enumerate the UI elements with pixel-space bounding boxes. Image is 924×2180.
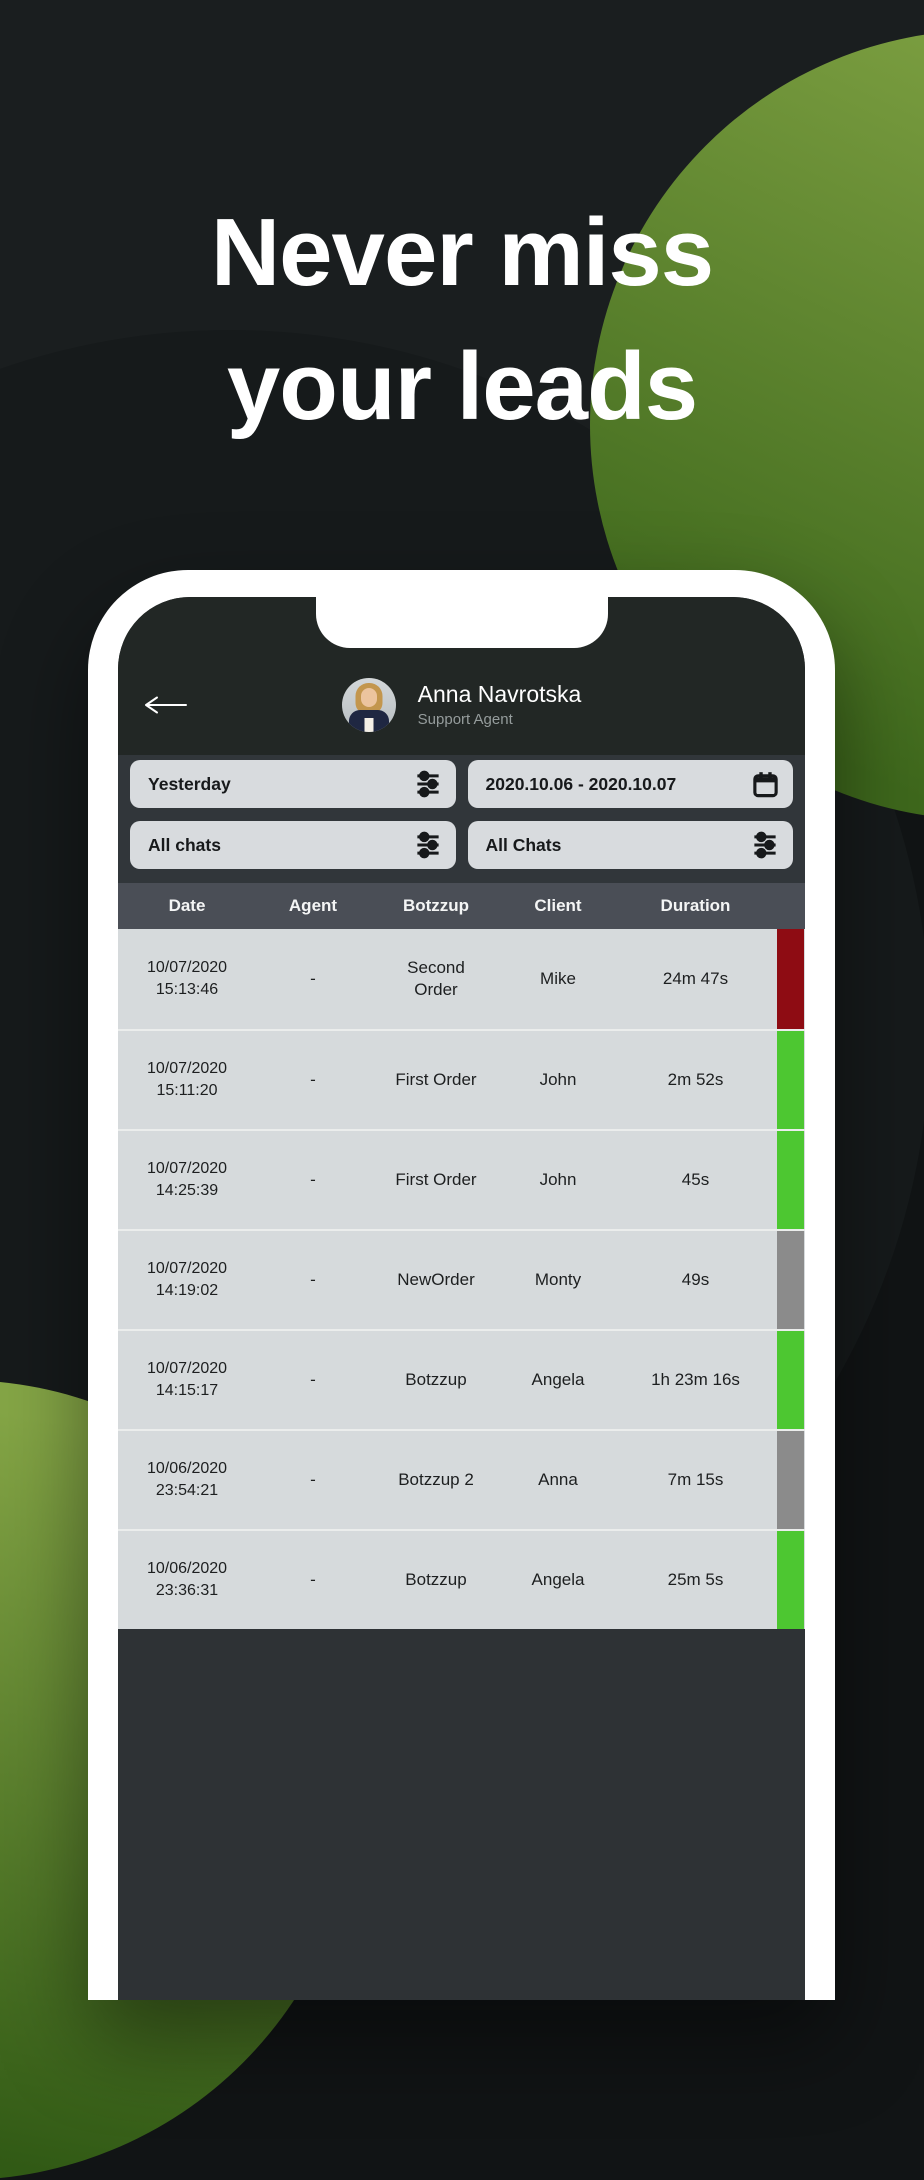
cell-date: 10/07/2020 14:19:02	[146, 1260, 228, 1299]
filter-period[interactable]: Yesterday	[130, 760, 456, 808]
table-body: 10/07/2020 15:13:46 - Second Order Mike 2…	[118, 929, 805, 1629]
screen-empty-area	[118, 1629, 805, 2000]
status-strip	[777, 1131, 804, 1229]
filter-chats[interactable]: All chats	[130, 821, 456, 869]
cell-agent: -	[310, 1370, 316, 1389]
cell-agent: -	[310, 1270, 316, 1289]
cell-client: John	[539, 1170, 577, 1189]
cell-botzzup: Botzzup	[405, 1370, 467, 1389]
filter-date-range[interactable]: 2020.10.06 - 2020.10.07	[467, 760, 793, 808]
calendar-icon	[753, 771, 778, 797]
agent-profile: Anna Navrotska Support Agent	[341, 678, 582, 732]
cell-client: Monty	[534, 1270, 582, 1289]
avatar	[341, 678, 396, 732]
cell-date: 10/06/2020 23:54:21	[146, 1460, 228, 1499]
column-header-agent: Agent	[288, 896, 338, 915]
table-row[interactable]: 10/07/2020 15:11:20 - First Order John 2m…	[118, 1029, 805, 1129]
filter-all-chats[interactable]: All Chats	[467, 821, 793, 869]
avatar-shirt	[364, 718, 374, 732]
cell-date: 10/06/2020 23:36:31	[146, 1560, 228, 1599]
cell-date: 10/07/2020 15:13:46	[146, 959, 228, 998]
notch	[315, 570, 608, 648]
cell-botzzup: First Order	[395, 1070, 477, 1089]
cell-duration: 25m 5s	[667, 1570, 724, 1589]
cell-agent: -	[310, 969, 316, 988]
table-row[interactable]: 10/07/2020 14:19:02 - NewOrder Monty 49s	[118, 1229, 805, 1329]
hero-title: Never miss your leads	[0, 186, 924, 454]
cell-duration: 7m 15s	[667, 1470, 724, 1489]
sliders-icon	[416, 831, 439, 859]
status-strip	[777, 929, 804, 1029]
arrow-left-icon	[145, 696, 187, 714]
agent-role: Support Agent	[417, 710, 513, 728]
status-strip	[777, 1531, 804, 1629]
table-row[interactable]: 10/07/2020 14:15:17 - Botzzup Angela 1h 2…	[118, 1329, 805, 1429]
cell-agent: -	[310, 1170, 316, 1189]
hero-title-line2: your leads	[226, 333, 698, 440]
status-strip	[777, 1431, 804, 1529]
table-row[interactable]: 10/07/2020 15:13:46 - Second Order Mike 2…	[118, 929, 805, 1029]
cell-duration: 2m 52s	[667, 1070, 724, 1089]
cell-duration: 45s	[681, 1170, 710, 1189]
cell-client: John	[539, 1070, 577, 1089]
table-row[interactable]: 10/06/2020 23:54:21 - Botzzup 2 Anna 7m 1…	[118, 1429, 805, 1529]
table-row[interactable]: 10/07/2020 14:25:39 - First Order John 45…	[118, 1129, 805, 1229]
cell-client: Angela	[531, 1370, 585, 1389]
phone-frame: Anna Navrotska Support Agent Yesterday	[88, 570, 835, 2000]
cell-agent: -	[310, 1570, 316, 1589]
column-header-client: Client	[534, 896, 582, 915]
status-strip	[777, 1031, 804, 1129]
column-header-botzzup: Botzzup	[402, 896, 470, 915]
cell-date: 10/07/2020 15:11:20	[146, 1060, 228, 1099]
hero-title-line1: Never miss	[210, 199, 714, 306]
cell-duration: 24m 47s	[662, 969, 729, 988]
cell-agent: -	[310, 1070, 316, 1089]
table-row[interactable]: 10/06/2020 23:36:31 - Botzzup Angela 25m …	[118, 1529, 805, 1629]
cell-agent: -	[310, 1470, 316, 1489]
filter-period-label: Yesterday	[148, 773, 231, 794]
agent-name: Anna Navrotska	[417, 680, 582, 707]
cell-duration: 49s	[681, 1270, 710, 1289]
phone-screen: Anna Navrotska Support Agent Yesterday	[118, 597, 805, 2000]
cell-botzzup: Botzzup	[405, 1570, 467, 1589]
cell-botzzup: First Order	[395, 1170, 477, 1189]
cell-botzzup: NewOrder	[397, 1270, 475, 1289]
cell-client: Angela	[531, 1570, 585, 1589]
filter-date-range-label: 2020.10.06 - 2020.10.07	[485, 773, 677, 794]
table-header: Date Agent Botzzup Client Duration	[118, 883, 805, 929]
cell-botzzup: Second Order	[407, 958, 465, 999]
cell-client: Mike	[540, 969, 576, 988]
cell-botzzup: Botzzup 2	[398, 1470, 474, 1489]
filters-panel: Yesterday 2020.10.06 - 2020.10.07	[118, 755, 805, 883]
sliders-icon	[754, 831, 776, 859]
cell-duration: 1h 23m 16s	[651, 1370, 740, 1389]
filter-all-chats-label: All Chats	[485, 834, 562, 855]
column-header-duration: Duration	[660, 896, 731, 915]
status-strip	[777, 1331, 804, 1429]
avatar-face	[360, 688, 377, 707]
cell-client: Anna	[538, 1470, 578, 1489]
cell-date: 10/07/2020 14:15:17	[146, 1360, 228, 1399]
status-strip	[777, 1231, 804, 1329]
filter-chats-label: All chats	[148, 834, 221, 855]
back-button[interactable]	[134, 685, 196, 725]
column-header-date: Date	[168, 896, 206, 915]
cell-date: 10/07/2020 14:25:39	[146, 1160, 228, 1199]
sliders-icon	[416, 770, 439, 798]
